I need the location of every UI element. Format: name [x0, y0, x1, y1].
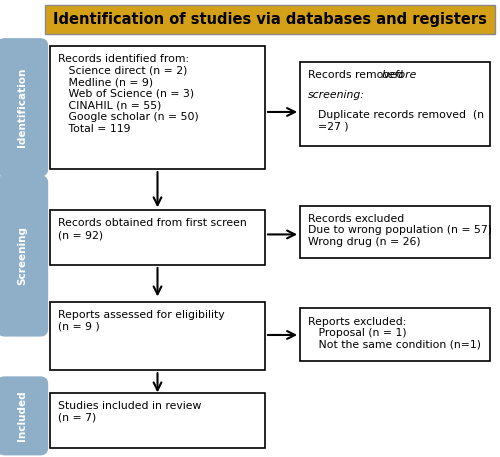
FancyBboxPatch shape: [0, 377, 48, 455]
Text: Screening: Screening: [18, 226, 28, 286]
Text: Reports assessed for eligibility
(n = 9 ): Reports assessed for eligibility (n = 9 …: [58, 310, 224, 331]
FancyBboxPatch shape: [300, 62, 490, 146]
Text: Records obtained from first screen
(n = 92): Records obtained from first screen (n = …: [58, 218, 246, 240]
FancyBboxPatch shape: [50, 210, 265, 265]
Text: Records identified from:
   Science direct (n = 2)
   Medline (n = 9)
   Web of : Records identified from: Science direct …: [58, 54, 198, 133]
Text: Duplicate records removed  (n
=27 ): Duplicate records removed (n =27 ): [318, 110, 484, 132]
Text: Identification of studies via databases and registers: Identification of studies via databases …: [53, 12, 487, 27]
Text: Records removed: Records removed: [308, 70, 406, 80]
Text: Studies included in review
(n = 7): Studies included in review (n = 7): [58, 401, 201, 423]
FancyBboxPatch shape: [0, 39, 48, 176]
FancyBboxPatch shape: [300, 206, 490, 258]
FancyBboxPatch shape: [50, 393, 265, 448]
Text: Reports excluded:
   Proposal (n = 1)
   Not the same condition (n=1): Reports excluded: Proposal (n = 1) Not t…: [308, 317, 480, 350]
Text: before: before: [382, 70, 417, 80]
FancyBboxPatch shape: [0, 176, 48, 336]
Text: Identification: Identification: [18, 68, 28, 147]
FancyBboxPatch shape: [45, 5, 495, 34]
FancyBboxPatch shape: [50, 46, 265, 169]
FancyBboxPatch shape: [300, 308, 490, 361]
FancyBboxPatch shape: [50, 302, 265, 370]
Text: Records excluded
Due to wrong population (n = 57)
Wrong drug (n = 26): Records excluded Due to wrong population…: [308, 214, 492, 247]
Text: Included: Included: [18, 391, 28, 441]
Text: screening:: screening:: [308, 90, 364, 100]
